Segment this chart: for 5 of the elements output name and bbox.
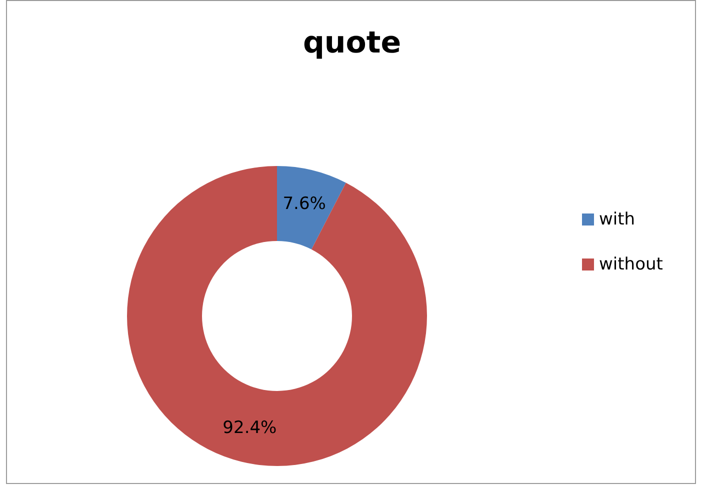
- chart-title: quote: [302, 26, 402, 60]
- data-label: 7.6%: [282, 194, 326, 214]
- legend-label: without: [599, 254, 664, 274]
- data-label: 92.4%: [222, 418, 277, 438]
- legend-label: with: [599, 210, 636, 230]
